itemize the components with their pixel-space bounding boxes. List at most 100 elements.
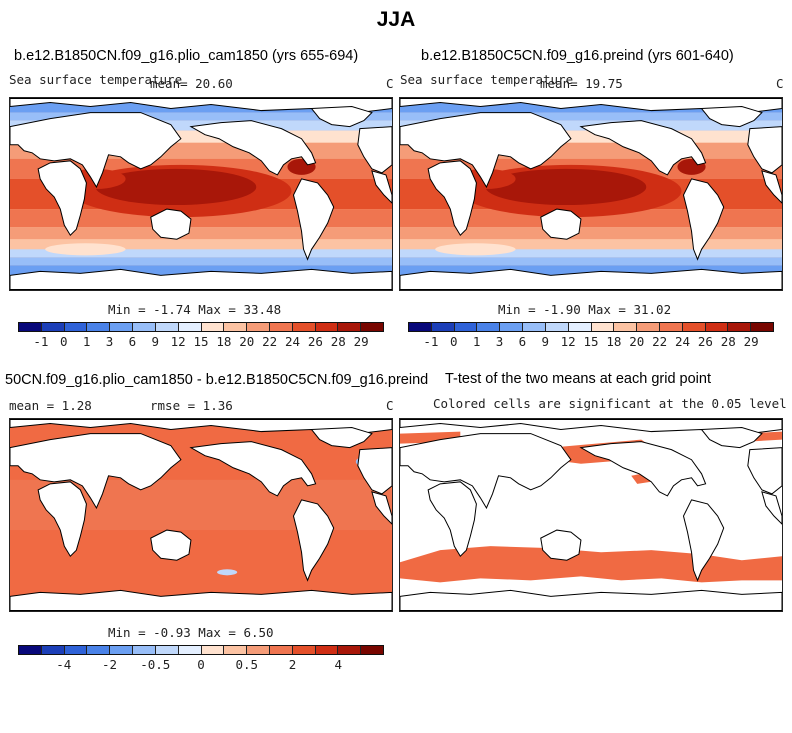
colorbar-swatch: [64, 646, 88, 654]
panel1-min-max: Min = -1.74 Max = 33.48: [108, 302, 282, 317]
colorbar-tick: 29: [353, 334, 369, 349]
colorbar-swatch: [19, 323, 42, 331]
colorbar-swatch: [682, 323, 706, 331]
colorbar-tick: -1: [33, 334, 49, 349]
colorbar-swatch: [637, 323, 660, 331]
colorbar-swatch: [87, 323, 111, 331]
colorbar-tick: 1: [472, 334, 481, 349]
panel2-title: b.e12.B1850C5CN.f09_g16.preind (yrs 601-…: [421, 48, 734, 64]
colorbar-swatch: [338, 646, 362, 654]
colorbar-swatch: [477, 323, 501, 331]
panel4-significance-map: [399, 418, 783, 612]
colorbar-tick: -0.5: [140, 657, 171, 672]
panel3-units: C: [386, 398, 394, 413]
panel2-colorbar-ticks: -1 0 1 3 6 9 12 15 18 20 22 24 26 28 29: [408, 334, 774, 349]
colorbar-swatch: [568, 323, 592, 331]
colorbar-swatch: [41, 646, 65, 654]
panel2-units: C: [776, 76, 784, 91]
colorbar-swatch: [454, 323, 478, 331]
colorbar-swatch: [431, 323, 455, 331]
colorbar-tick: 0: [59, 334, 68, 349]
colorbar-tick: 9: [541, 334, 550, 349]
colorbar-tick: 24: [284, 334, 301, 349]
colorbar-swatch: [409, 323, 432, 331]
colorbar-tick: 6: [518, 334, 527, 349]
panel4-subtitle: Colored cells are significant at the 0.0…: [433, 396, 787, 411]
colorbar-tick: 15: [193, 334, 209, 349]
panel3-min-max: Min = -0.93 Max = 6.50: [108, 625, 274, 640]
colorbar-swatch: [247, 323, 270, 331]
colorbar-swatch: [659, 323, 683, 331]
panel1-colorbar: [18, 322, 384, 332]
colorbar-tick: 20: [629, 334, 645, 349]
panel1-colorbar-ticks: -1 0 1 3 6 9 12 15 18 20 22 24 26 28 29: [18, 334, 384, 349]
panel3-title: 50CN.f09_g16.plio_cam1850 - b.e12.B1850C…: [5, 372, 429, 388]
colorbar-swatch: [361, 646, 383, 654]
colorbar-tick: 22: [262, 334, 278, 349]
figure-title: JJA: [376, 8, 416, 31]
panel3-difference-map: [9, 418, 393, 612]
colorbar-swatch: [269, 646, 293, 654]
colorbar-swatch: [201, 323, 225, 331]
colorbar-swatch: [178, 646, 202, 654]
colorbar-tick: 12: [560, 334, 576, 349]
colorbar-tick: 6: [128, 334, 137, 349]
colorbar-swatch: [247, 646, 270, 654]
panel3-colorbar: [18, 645, 384, 655]
colorbar-swatch: [500, 323, 524, 331]
colorbar-swatch: [64, 323, 88, 331]
colorbar-tick: 4: [334, 657, 343, 672]
panel4-title: T-test of the two means at each grid poi…: [445, 371, 711, 387]
colorbar-swatch: [705, 323, 729, 331]
colorbar-swatch: [224, 323, 248, 331]
panel1-mean: mean= 20.60: [150, 76, 233, 91]
colorbar-swatch: [614, 323, 638, 331]
colorbar-tick: 0: [197, 657, 205, 672]
colorbar-swatch: [155, 323, 179, 331]
colorbar-tick: -2: [101, 657, 118, 672]
panel2-colorbar: [408, 322, 774, 332]
colorbar-swatch: [110, 646, 134, 654]
colorbar-tick: 20: [239, 334, 255, 349]
panel3-mean: mean = 1.28: [9, 398, 92, 413]
colorbar-tick: 18: [606, 334, 622, 349]
colorbar-tick: 0: [449, 334, 458, 349]
colorbar-tick: 1: [82, 334, 91, 349]
colorbar-tick: 15: [583, 334, 599, 349]
panel1-units: C: [386, 76, 394, 91]
colorbar-swatch: [361, 323, 383, 331]
colorbar-swatch: [133, 323, 156, 331]
panel3-colorbar-ticks: -4 -2 -0.5 0 0.5 2 4: [18, 657, 384, 672]
colorbar-swatch: [201, 646, 225, 654]
colorbar-swatch: [338, 323, 362, 331]
colorbar-tick: 22: [652, 334, 668, 349]
panel1-sst-map: [9, 97, 393, 291]
panel2-sst-map: [399, 97, 783, 291]
colorbar-tick: -1: [423, 334, 439, 349]
colorbar-swatch: [292, 323, 316, 331]
colorbar-swatch: [110, 323, 134, 331]
colorbar-swatch: [292, 646, 316, 654]
colorbar-swatch: [545, 323, 569, 331]
colorbar-tick: 12: [170, 334, 186, 349]
colorbar-swatch: [751, 323, 773, 331]
colorbar-tick: 2: [288, 657, 297, 672]
colorbar-tick: 18: [216, 334, 232, 349]
colorbar-tick: 0.5: [235, 657, 259, 672]
colorbar-swatch: [19, 646, 42, 654]
colorbar-swatch: [315, 323, 339, 331]
colorbar-swatch: [269, 323, 293, 331]
colorbar-swatch: [224, 646, 248, 654]
colorbar-tick: 28: [330, 334, 346, 349]
colorbar-tick: 26: [307, 334, 323, 349]
colorbar-swatch: [41, 323, 65, 331]
panel2-variable-label: Sea surface temperature: [400, 72, 574, 87]
colorbar-tick: 24: [674, 334, 691, 349]
colorbar-tick: 3: [105, 334, 114, 349]
panel2-mean: mean= 19.75: [540, 76, 623, 91]
colorbar-swatch: [155, 646, 179, 654]
colorbar-swatch: [591, 323, 615, 331]
colorbar-tick: -4: [56, 657, 72, 672]
colorbar-tick: 3: [495, 334, 504, 349]
colorbar-swatch: [523, 323, 546, 331]
